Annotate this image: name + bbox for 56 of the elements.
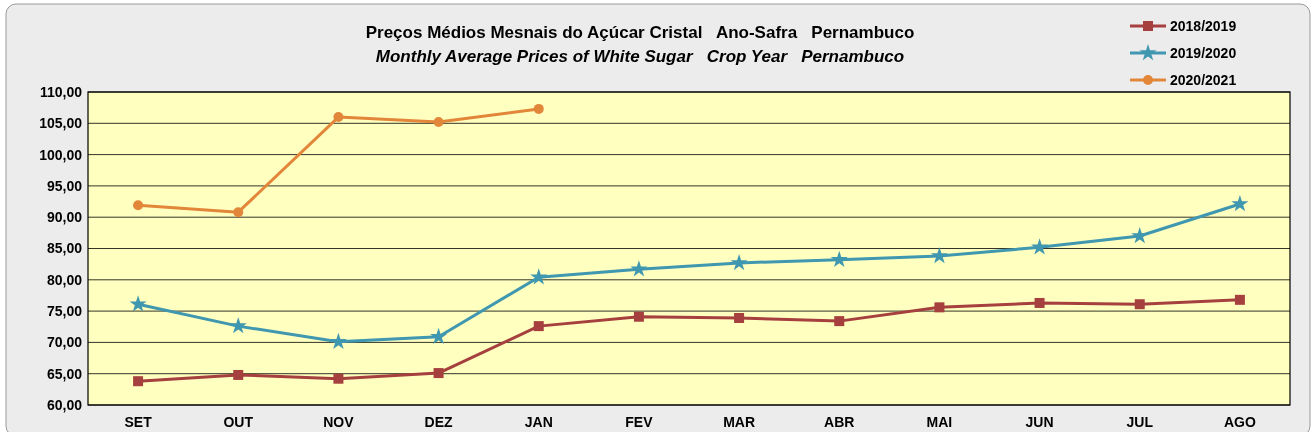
point xyxy=(233,207,244,218)
point xyxy=(333,112,344,123)
x-tick-label: JUL xyxy=(1126,414,1154,430)
point xyxy=(1134,299,1145,310)
point xyxy=(129,295,147,312)
y-tick-label: 65,00 xyxy=(46,365,83,382)
point xyxy=(1034,297,1045,308)
x-tick-label: NOV xyxy=(323,414,355,430)
point xyxy=(730,253,748,271)
x-tick-label: MAI xyxy=(926,414,953,430)
point xyxy=(1231,195,1249,212)
legend-label: 2018/2019 xyxy=(1170,17,1237,34)
point xyxy=(433,368,444,379)
y-tick-label: 75,00 xyxy=(46,303,83,319)
legend-label: 2019/2020 xyxy=(1170,44,1237,61)
point xyxy=(934,302,945,313)
x-tick-label: OUT xyxy=(223,414,254,430)
point xyxy=(734,312,745,323)
point xyxy=(433,117,444,128)
point xyxy=(229,317,247,334)
x-tick-label: MAR xyxy=(723,414,756,430)
x-tick-label: SET xyxy=(124,414,153,430)
y-tick-label: 105,00 xyxy=(39,115,83,132)
y-tick-label: 90,00 xyxy=(46,209,83,226)
point xyxy=(329,332,347,350)
point xyxy=(430,327,448,345)
x-tick-label: AGO xyxy=(1223,414,1256,430)
x-tick-label: JAN xyxy=(524,414,553,430)
y-tick-label: 80,00 xyxy=(46,271,83,288)
x-tick-label: JUN xyxy=(1025,414,1054,430)
point xyxy=(133,376,144,387)
point xyxy=(233,369,244,380)
x-tick-label: FEV xyxy=(625,414,654,430)
point xyxy=(834,316,845,327)
y-tick-label: 85,00 xyxy=(46,240,83,257)
point xyxy=(1031,238,1049,255)
point xyxy=(930,247,948,264)
y-tick-label: 110,00 xyxy=(39,83,83,100)
point xyxy=(333,373,344,384)
x-tick-label: ABR xyxy=(824,414,855,430)
legend-label: 2020/2021 xyxy=(1170,71,1237,88)
chart-title: Preços Médios Mesnais do Açúcar Cristal Ano-Safra Pernambuco xyxy=(365,23,915,42)
point xyxy=(633,311,644,322)
point xyxy=(630,260,648,277)
point xyxy=(133,200,144,211)
point xyxy=(1234,294,1245,305)
point xyxy=(533,321,544,332)
x-tick-label: DEZ xyxy=(424,414,454,430)
point xyxy=(533,103,544,114)
point xyxy=(530,268,548,285)
y-tick-label: 100,00 xyxy=(39,146,83,163)
chart-subtitle: Monthly Average Prices of White Sugar Crop Year Pernambuco xyxy=(375,47,905,66)
y-tick-label: 70,00 xyxy=(46,334,83,351)
point xyxy=(830,250,848,268)
y-tick-label: 95,00 xyxy=(46,177,83,194)
y-tick-label: 60,00 xyxy=(46,396,83,413)
